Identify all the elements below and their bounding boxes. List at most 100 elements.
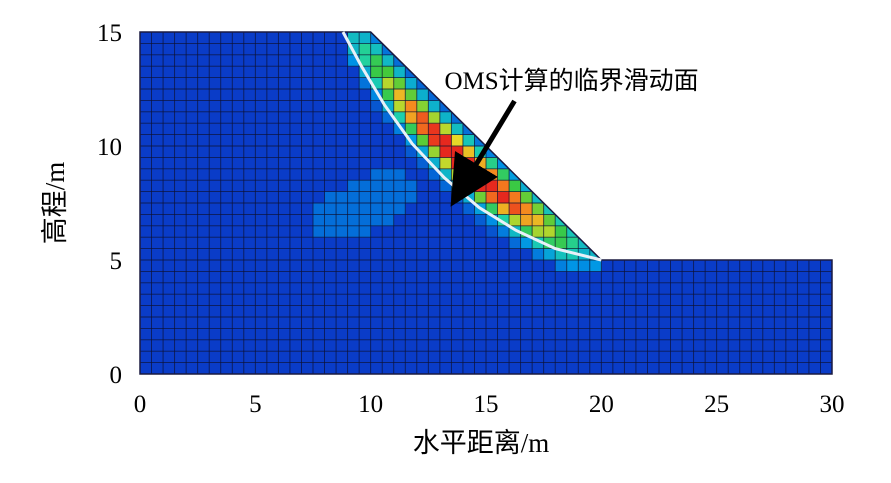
heat-cell (439, 168, 452, 181)
heat-cell (416, 157, 429, 170)
heat-cell (439, 134, 452, 147)
heat-cell (382, 168, 395, 181)
x-tick-label: 15 (474, 391, 499, 418)
heat-cell (439, 157, 452, 170)
y-axis-label: 高程/m (40, 162, 70, 245)
heat-cell (566, 260, 579, 272)
heat-cell (555, 260, 568, 272)
heat-cell (416, 134, 429, 147)
heat-cell (474, 168, 487, 181)
heat-cell (359, 180, 371, 192)
heat-cell (520, 203, 533, 215)
x-tick-label: 0 (134, 391, 147, 418)
heat-cell (509, 203, 521, 215)
heat-cell (347, 54, 360, 67)
heat-cell (359, 77, 371, 90)
heat-cell (439, 123, 452, 135)
heat-cell (555, 225, 568, 238)
heat-cell (359, 54, 371, 67)
annotation-arrow (450, 99, 517, 207)
heat-cell (474, 180, 487, 192)
heat-cell (589, 260, 602, 272)
heat-cell (462, 134, 475, 147)
heat-cell (520, 214, 533, 227)
heat-cell (474, 191, 487, 204)
heat-cell (347, 203, 360, 215)
heat-cell (486, 214, 498, 227)
heat-cell (543, 214, 556, 227)
heat-cell (497, 214, 510, 227)
heat-cell (486, 225, 498, 238)
heat-cell (336, 214, 348, 227)
heat-cell (393, 123, 406, 135)
heat-cell (532, 225, 544, 238)
heat-cell (405, 146, 418, 158)
heat-cell (520, 237, 533, 249)
heat-cell (370, 203, 383, 215)
x-tick-label: 25 (704, 391, 729, 418)
heat-cell (486, 157, 498, 170)
heat-cell (509, 214, 521, 227)
x-tick-label: 20 (589, 391, 614, 418)
heat-cell (428, 111, 441, 124)
heat-cell (359, 43, 371, 56)
heat-cell (370, 66, 383, 78)
heat-cell (486, 191, 498, 204)
heat-cell (543, 248, 556, 261)
heat-cell (428, 146, 441, 158)
heat-cell (324, 225, 337, 238)
heat-cell (416, 111, 429, 124)
heat-cell (428, 157, 441, 170)
heat-cell (336, 225, 348, 238)
heat-cell (543, 237, 556, 249)
heat-cell (486, 168, 498, 181)
heat-cell (382, 111, 395, 124)
heat-cell (313, 214, 325, 227)
heat-cell (509, 180, 521, 192)
heat-cell (486, 203, 498, 215)
heat-cell (382, 203, 395, 215)
heat-cell (336, 203, 348, 215)
heat-cell (336, 191, 348, 204)
heat-cell (393, 66, 406, 78)
heat-cell (324, 214, 337, 227)
heat-cell (359, 225, 371, 238)
heat-cell (359, 203, 371, 215)
x-tick-labels: 0 5 10 15 20 25 30 (134, 391, 845, 418)
heat-cell (416, 123, 429, 135)
heat-cell (555, 248, 568, 261)
heat-cell (462, 146, 475, 158)
heat-cell (393, 100, 406, 113)
heat-cell (497, 191, 510, 204)
heat-cell (370, 89, 383, 101)
heat-cell (532, 203, 544, 215)
heat-cell (509, 225, 521, 238)
heat-cell (520, 225, 533, 238)
heat-cell (462, 203, 475, 215)
heat-cell (509, 191, 521, 204)
heat-cell (382, 66, 395, 78)
heat-cell (451, 123, 464, 135)
heat-cell (393, 180, 406, 192)
heat-cell (405, 100, 418, 113)
heat-cell (405, 89, 418, 101)
heat-cell (439, 146, 452, 158)
heat-cell (532, 248, 544, 261)
heat-cell (370, 100, 383, 113)
heat-cell (405, 111, 418, 124)
heat-cell (497, 168, 510, 181)
heat-cell (382, 191, 395, 204)
annotation-label: OMS计算的临界滑动面 (444, 67, 698, 95)
heat-cell (405, 77, 418, 90)
slope-outline (139, 31, 833, 375)
heat-cell (382, 77, 395, 90)
heat-cell (393, 203, 406, 215)
y-tick-label: 10 (97, 134, 122, 161)
heat-cell (313, 203, 325, 215)
heat-cell (428, 123, 441, 135)
heat-cell (451, 146, 464, 158)
heat-cell (532, 237, 544, 249)
heat-cell (509, 237, 521, 249)
heat-cell (313, 225, 325, 238)
heat-cell (520, 191, 533, 204)
